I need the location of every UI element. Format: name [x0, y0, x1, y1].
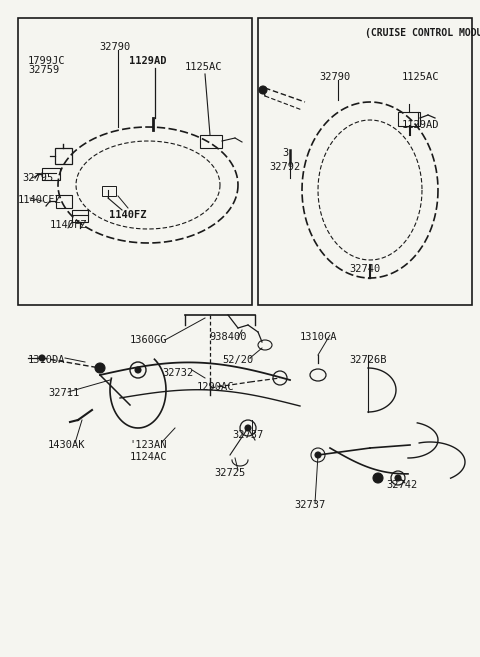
- Text: 1430AK: 1430AK: [48, 440, 85, 450]
- Text: 32740: 32740: [349, 264, 381, 274]
- Bar: [56, 195, 72, 208]
- Bar: [42, 168, 60, 180]
- Bar: [102, 186, 116, 196]
- Bar: [398, 112, 420, 126]
- Circle shape: [259, 86, 267, 94]
- Text: 32725: 32725: [215, 468, 246, 478]
- Text: '123AN: '123AN: [129, 440, 167, 450]
- Text: 1124AC: 1124AC: [129, 452, 167, 462]
- Text: 1129AD: 1129AD: [401, 120, 439, 130]
- Text: 32795: 32795: [22, 173, 53, 183]
- Circle shape: [245, 425, 251, 431]
- Bar: [72, 210, 88, 222]
- Text: 1360GG: 1360GG: [129, 335, 167, 345]
- Text: 32737: 32737: [232, 430, 264, 440]
- Text: 32732: 32732: [162, 368, 193, 378]
- Text: 1310DA: 1310DA: [28, 355, 65, 365]
- Text: 32792: 32792: [269, 162, 300, 172]
- Circle shape: [95, 363, 105, 373]
- Circle shape: [315, 452, 321, 458]
- Text: 32737: 32737: [294, 500, 325, 510]
- Text: 32759: 32759: [28, 65, 59, 75]
- Circle shape: [395, 475, 401, 481]
- Text: 938400: 938400: [209, 332, 247, 342]
- Circle shape: [39, 355, 45, 361]
- Text: 1140FZ: 1140FZ: [49, 220, 87, 230]
- Bar: [200, 135, 222, 148]
- Text: 1310CA: 1310CA: [299, 332, 337, 342]
- Circle shape: [373, 473, 383, 483]
- Text: 1290AC: 1290AC: [196, 382, 234, 392]
- Text: 1799JC: 1799JC: [28, 56, 65, 66]
- Bar: [258, 18, 472, 305]
- Text: 32726B: 32726B: [349, 355, 387, 365]
- Text: 32711: 32711: [48, 388, 79, 398]
- Text: 1140CFZ: 1140CFZ: [18, 195, 62, 205]
- Bar: [55, 148, 72, 164]
- Bar: [18, 18, 252, 305]
- Circle shape: [135, 367, 141, 373]
- Text: 32790: 32790: [99, 42, 131, 52]
- Text: 1140FZ: 1140FZ: [109, 210, 147, 220]
- Text: 1129AD: 1129AD: [129, 56, 167, 66]
- Text: 1125AC: 1125AC: [401, 72, 439, 82]
- Text: (CRUISE CONTROL MODULE): (CRUISE CONTROL MODULE): [365, 28, 480, 38]
- Text: 32790: 32790: [319, 72, 350, 82]
- Text: 32742: 32742: [386, 480, 418, 490]
- Text: 52/20: 52/20: [222, 355, 253, 365]
- Text: 3: 3: [282, 148, 288, 158]
- Text: 1125AC: 1125AC: [184, 62, 222, 72]
